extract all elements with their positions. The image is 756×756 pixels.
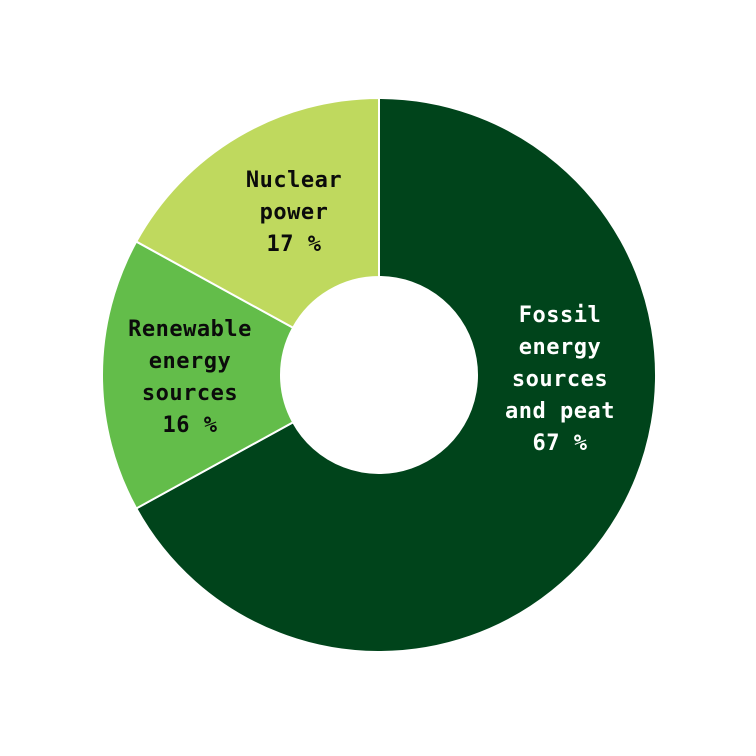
slice-label-0: Fossil energy sources and peat 67 % — [505, 303, 615, 456]
slice-label-line: Fossil — [519, 303, 601, 328]
slice-label-line: energy — [149, 349, 231, 374]
slice-labels: Fossil energy sources and peat 67 % Renewable… — [128, 168, 615, 456]
slice-value-label: 67 % — [533, 431, 588, 456]
slice-label-line: energy — [519, 335, 601, 360]
donut-hole — [281, 277, 477, 473]
slice-label-2: Nuclear power 17 % — [246, 168, 342, 257]
slice-label-line: power — [260, 200, 329, 225]
slice-label-line: and peat — [505, 399, 615, 424]
donut-slices — [101, 96, 657, 653]
slice-label-1: Renewable energy sources 16 % — [128, 317, 252, 438]
slice-label-line: Renewable — [128, 317, 252, 342]
slice-label-line: Nuclear — [246, 168, 342, 193]
slice-value-label: 16 % — [163, 413, 218, 438]
slice-label-line: sources — [512, 367, 608, 392]
slice-value-label: 17 % — [267, 232, 322, 257]
slice-label-line: sources — [142, 381, 238, 406]
